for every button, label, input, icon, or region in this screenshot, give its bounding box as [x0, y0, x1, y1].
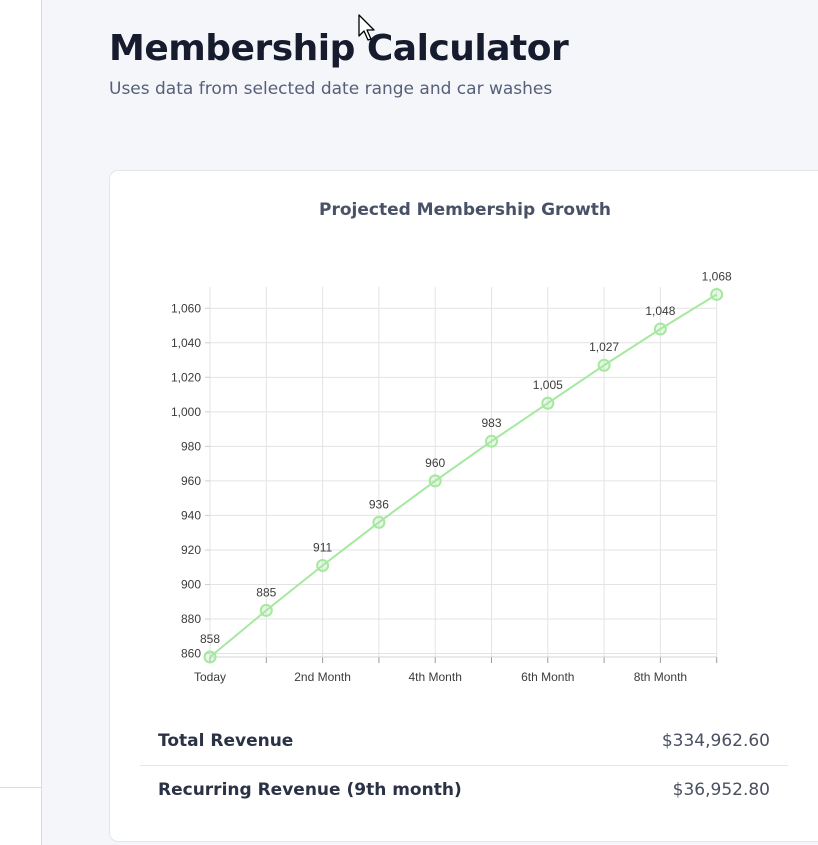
data-label: 960: [425, 456, 445, 470]
recurring-revenue-value: $36,952.80: [672, 780, 770, 800]
data-point: [485, 434, 498, 448]
y-tick-label: 860: [181, 647, 201, 661]
y-tick-label: 960: [181, 474, 201, 488]
data-point: [203, 650, 217, 664]
y-tick-label: 940: [181, 508, 201, 522]
chart-axes: 860 880 900 920 940 960 980 1,000 1,020 1,040 1,06…: [171, 301, 718, 684]
y-tick-label: 1,020: [171, 370, 201, 384]
x-tick-label: Today: [194, 670, 226, 684]
membership-growth-card: Projected Membership Growth 860 880 900 920…: [109, 170, 818, 842]
y-tick-label: 920: [181, 543, 201, 557]
recurring-revenue-row: Recurring Revenue (9th month) $36,952.80: [140, 768, 788, 816]
data-label: 1,068: [702, 269, 732, 283]
y-tick-label: 880: [181, 612, 201, 626]
data-label: 885: [256, 585, 276, 599]
y-tick-label: 900: [181, 577, 201, 591]
series-line: [209, 293, 718, 658]
recurring-revenue-label: Recurring Revenue (9th month): [158, 780, 462, 800]
data-label: 1,005: [533, 378, 563, 392]
y-tick-label: 1,000: [171, 405, 201, 419]
main-content: Membership Calculator Uses data from sel…: [42, 0, 818, 845]
total-revenue-row: Total Revenue $334,962.60: [140, 719, 788, 767]
data-label: 936: [369, 497, 389, 511]
data-point: [428, 474, 442, 488]
data-label: 858: [200, 632, 220, 646]
data-point: [710, 287, 724, 301]
data-label: 983: [481, 416, 501, 430]
data-point: [259, 603, 273, 617]
total-revenue-label: Total Revenue: [158, 731, 294, 751]
x-tick-label: 4th Month: [409, 670, 462, 684]
x-tick-label: 8th Month: [634, 670, 687, 684]
data-label: 911: [313, 541, 332, 555]
chart-grid: [209, 287, 718, 657]
total-revenue-value: $334,962.60: [661, 731, 770, 751]
left-side-panel: [0, 0, 42, 845]
y-tick-label: 980: [181, 439, 201, 453]
chart-title: Projected Membership Growth: [318, 200, 612, 220]
data-point: [372, 515, 386, 529]
data-point: [316, 559, 330, 572]
data-label: 1,048: [645, 304, 675, 318]
chart-series: [203, 287, 724, 664]
page-subtitle: Uses data from selected date range and c…: [109, 79, 553, 99]
y-tick-label: 1,060: [171, 301, 201, 315]
left-panel-divider: [0, 787, 41, 788]
data-point: [597, 358, 611, 372]
chart-data-labels: 858 885 911 936 960 983 1,005 1,027 1,048 1,068: [200, 269, 732, 646]
page-title: Membership Calculator: [109, 28, 569, 69]
x-tick-label: 6th Month: [521, 670, 574, 684]
membership-growth-chart: 860 880 900 920 940 960 980 1,000 1,020 1,040 1,06…: [171, 269, 732, 684]
data-label: 1,027: [589, 340, 619, 354]
summary-divider: [140, 765, 788, 766]
x-tick-label: 2nd Month: [294, 670, 351, 684]
mouse-cursor-icon: [358, 14, 375, 41]
data-point: [653, 322, 667, 336]
y-tick-label: 1,040: [171, 336, 201, 350]
data-point: [541, 396, 555, 410]
